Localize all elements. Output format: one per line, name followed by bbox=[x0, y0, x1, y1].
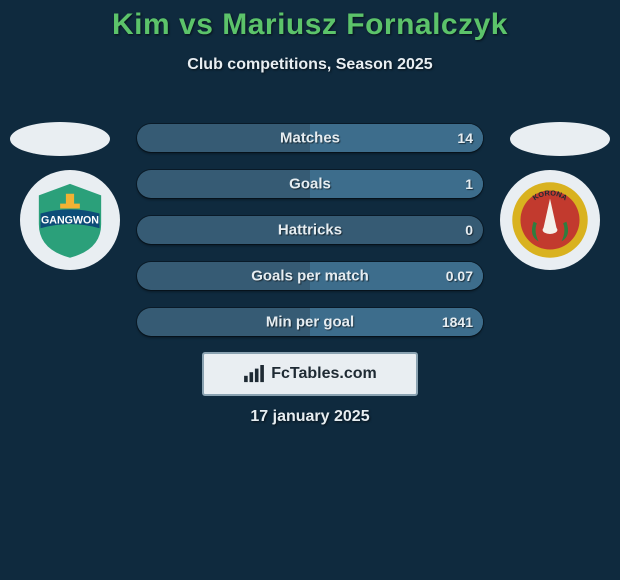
stat-value-right: 1 bbox=[465, 176, 473, 192]
club-crest-left: GANGWON bbox=[20, 170, 120, 270]
bar-fill-right bbox=[310, 170, 483, 198]
stat-bar: Hattricks 0 bbox=[137, 216, 483, 244]
stat-bar: Goals 1 bbox=[137, 170, 483, 198]
player-photo-left bbox=[10, 122, 110, 156]
stat-label: Hattricks bbox=[278, 222, 342, 239]
brand-text: FcTables.com bbox=[271, 365, 377, 383]
bar-chart-icon bbox=[243, 365, 265, 383]
stat-bars: Matches 14 Goals 1 Hattricks 0 Goals per match… bbox=[137, 124, 483, 354]
page-subtitle: Club competitions, Season 2025 bbox=[0, 56, 620, 74]
generated-date: 17 january 2025 bbox=[0, 408, 620, 426]
brand-badge: FcTables.com bbox=[202, 352, 418, 396]
gangwon-crest-icon: GANGWON bbox=[29, 179, 111, 261]
stat-value-right: 1841 bbox=[442, 314, 473, 330]
page-title: Kim vs Mariusz Fornalczyk bbox=[0, 0, 620, 42]
stat-bar: Min per goal 1841 bbox=[137, 308, 483, 336]
stat-value-right: 0 bbox=[465, 222, 473, 238]
stat-label: Goals per match bbox=[251, 268, 369, 285]
stat-label: Goals bbox=[289, 176, 331, 193]
shuttle-base bbox=[543, 226, 558, 234]
stat-value-right: 14 bbox=[457, 130, 473, 146]
stat-label: Min per goal bbox=[266, 314, 354, 331]
stat-bar: Matches 14 bbox=[137, 124, 483, 152]
club-crest-right: KORONA bbox=[500, 170, 600, 270]
crest-text-left: GANGWON bbox=[41, 214, 99, 226]
stat-value-right: 0.07 bbox=[446, 268, 473, 284]
comparison-infographic: Kim vs Mariusz Fornalczyk Club competiti… bbox=[0, 0, 620, 580]
player-photo-right bbox=[510, 122, 610, 156]
stat-label: Matches bbox=[280, 130, 340, 147]
korona-crest-icon: KORONA bbox=[509, 179, 591, 261]
stat-bar: Goals per match 0.07 bbox=[137, 262, 483, 290]
